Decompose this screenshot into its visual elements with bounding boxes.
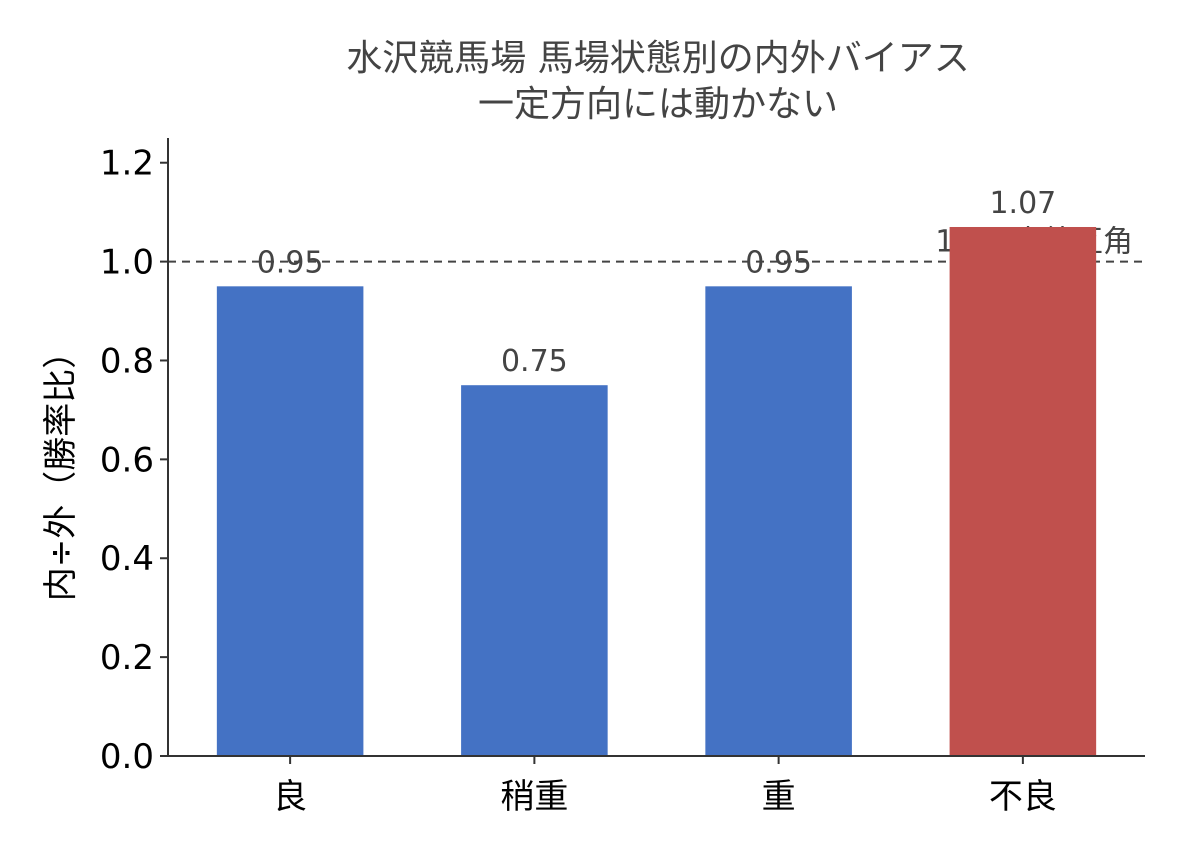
bar-value-label: 0.75 xyxy=(501,344,568,379)
y-tick-label: 0.8 xyxy=(100,341,154,381)
y-axis-ticks: 0.0 0.2 0.4 0.6 0.8 1.0 1.2 xyxy=(100,144,168,777)
bar-value-label: 0.95 xyxy=(257,245,324,280)
y-tick-label: 0.4 xyxy=(100,539,154,579)
bar xyxy=(705,286,852,756)
chart-title: 水沢競馬場 馬場状態別の内外バイアス xyxy=(346,38,969,79)
x-tick-label: 重 xyxy=(762,777,796,817)
bar-value-label: 0.95 xyxy=(745,245,812,280)
y-tick-label: 1.0 xyxy=(100,243,154,283)
y-tick-label: 0.0 xyxy=(100,737,154,777)
x-tick-label: 稍重 xyxy=(500,777,568,817)
y-tick-label: 0.6 xyxy=(100,440,154,480)
y-axis-label: 内÷外（勝率比） xyxy=(41,335,81,602)
bars-group xyxy=(216,226,1097,756)
x-tick-label: 不良 xyxy=(989,777,1057,817)
bar xyxy=(216,286,364,756)
x-axis-ticks: 良 稍重 重 不良 xyxy=(273,756,1057,817)
chart-subtitle: 一定方向には動かない xyxy=(478,84,838,125)
y-tick-label: 1.2 xyxy=(100,144,154,184)
x-tick-label: 良 xyxy=(273,777,307,817)
bar-value-label: 1.07 xyxy=(989,186,1056,221)
bar xyxy=(461,385,608,756)
y-tick-label: 0.2 xyxy=(100,638,154,678)
bar xyxy=(949,226,1097,756)
data-labels-group: 0.95 0.75 0.95 1.07 xyxy=(257,186,1057,379)
